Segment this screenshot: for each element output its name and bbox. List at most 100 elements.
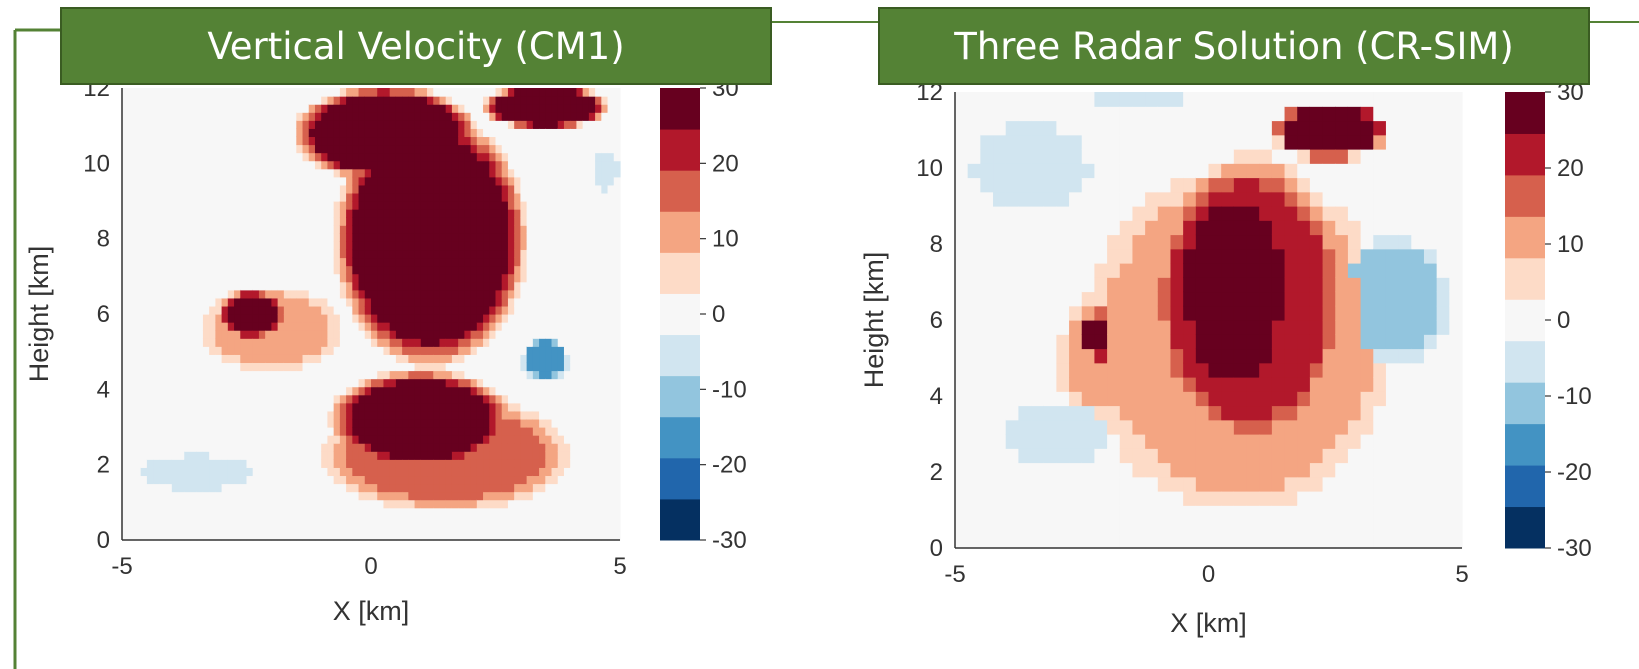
heatmap-cell (483, 451, 490, 460)
heatmap-cell (265, 483, 272, 493)
heatmap-cell (458, 249, 465, 259)
heatmap-cell (308, 378, 316, 388)
heatmap-cell (501, 330, 509, 339)
heatmap-cell (489, 184, 497, 194)
heatmap-cell (321, 378, 329, 388)
heatmap-cell (576, 273, 584, 283)
heatmap-cell (321, 427, 329, 436)
heatmap-cell (551, 394, 559, 404)
heatmap-cell (202, 192, 210, 202)
heatmap-cell (327, 136, 335, 146)
heatmap-cell (364, 475, 372, 485)
heatmap-cell (128, 152, 136, 162)
heatmap-cell (146, 483, 154, 493)
heatmap-cell (1132, 448, 1146, 464)
heatmap-cell (420, 217, 428, 226)
heatmap-cell (352, 192, 360, 202)
heatmap-cell (433, 370, 441, 380)
heatmap-cell (190, 322, 198, 331)
heatmap-cell (371, 281, 378, 291)
heatmap-cell (507, 112, 515, 121)
heatmap-cell (171, 201, 179, 210)
heatmap-cell (383, 217, 391, 226)
heatmap-cell (451, 435, 459, 444)
heatmap-cell (308, 88, 316, 97)
heatmap-cell (221, 515, 229, 525)
heatmap-cell (563, 322, 571, 331)
heatmap-cell (339, 225, 347, 234)
x-tick-label: 0 (364, 553, 377, 580)
heatmap-cell (389, 483, 397, 493)
heatmap-cell (209, 459, 216, 468)
heatmap-cell (234, 418, 241, 428)
heatmap-cell (252, 160, 260, 170)
heatmap-cell (202, 160, 210, 170)
heatmap-cell (140, 402, 148, 412)
heatmap-cell (476, 233, 484, 242)
heatmap-cell (333, 257, 341, 267)
heatmap-cell (1094, 206, 1108, 221)
heatmap-cell (134, 499, 142, 509)
heatmap-cell (321, 523, 329, 533)
heatmap-cell (364, 88, 372, 97)
heatmap-cell (414, 346, 422, 355)
heatmap-cell (290, 451, 297, 460)
heatmap-cell (458, 507, 465, 517)
heatmap-cell (128, 297, 136, 307)
heatmap-cell (539, 168, 546, 178)
heatmap-cell (184, 144, 192, 154)
heatmap-cell (408, 467, 416, 477)
heatmap-cell (246, 289, 254, 299)
heatmap-cell (178, 427, 185, 436)
heatmap-cell (414, 281, 422, 291)
heatmap-cell (445, 112, 453, 121)
heatmap-cell (395, 410, 403, 420)
heatmap-cell (495, 192, 503, 202)
heatmap-cell (140, 120, 148, 129)
heatmap-cell (258, 507, 266, 517)
heatmap-cell (165, 168, 173, 178)
heatmap-cell (153, 225, 160, 234)
heatmap-cell (283, 88, 291, 97)
heatmap-cell (607, 233, 615, 242)
heatmap-cell (607, 289, 615, 299)
heatmap-cell (408, 418, 416, 428)
heatmap-cell (414, 168, 422, 178)
heatmap-cell (283, 475, 291, 485)
heatmap-cell (290, 257, 297, 267)
heatmap-cell (582, 362, 590, 372)
heatmap-cell (321, 507, 329, 517)
heatmap-cell (588, 265, 596, 275)
heatmap-cell (458, 483, 465, 493)
heatmap-cell (140, 338, 148, 347)
heatmap-cell (595, 96, 602, 105)
heatmap-cell (246, 330, 254, 339)
heatmap-cell (980, 206, 994, 221)
heatmap-cell (414, 144, 422, 154)
heatmap-cell (526, 273, 534, 283)
heatmap-cell (470, 370, 478, 380)
heatmap-cell (314, 249, 322, 259)
heatmap-cell (563, 314, 571, 323)
heatmap-cell (290, 88, 297, 97)
heatmap-cell (1056, 305, 1070, 321)
heatmap-cell (967, 277, 981, 293)
heatmap-cell (234, 233, 241, 242)
heatmap-cell (427, 515, 434, 525)
heatmap-cell (227, 160, 235, 170)
heatmap-cell (414, 152, 422, 162)
heatmap-cell (955, 519, 969, 535)
heatmap-cell (252, 499, 260, 509)
heatmap-cell (146, 120, 154, 129)
heatmap-cell (1005, 405, 1019, 421)
heatmap-cell (190, 112, 198, 121)
heatmap-cell (371, 370, 378, 380)
heatmap-cell (178, 322, 185, 331)
heatmap-cell (495, 418, 503, 428)
heatmap-cell (246, 491, 254, 501)
heatmap-cell (178, 435, 185, 444)
heatmap-cell (445, 88, 453, 97)
heatmap-cell (1107, 277, 1121, 293)
heatmap-cell (595, 322, 602, 331)
heatmap-cell (302, 265, 310, 275)
